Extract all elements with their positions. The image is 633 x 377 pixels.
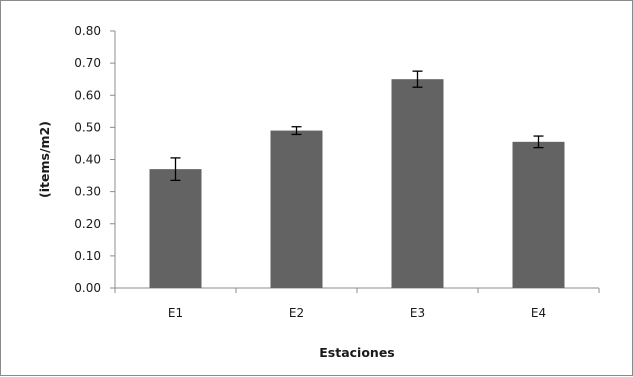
y-tick-label: 0.00 [74, 281, 101, 295]
bar-e2 [270, 130, 323, 288]
y-axis-title: (items/m2) [37, 121, 52, 198]
bars [149, 79, 565, 288]
x-tick-label: E4 [531, 306, 546, 320]
x-axis-title: Estaciones [319, 345, 395, 360]
x-tick-label: E3 [410, 306, 425, 320]
error-bars [170, 70, 544, 182]
y-tick-label: 0.30 [74, 185, 101, 199]
bar-e1 [149, 169, 202, 288]
x-tick-label: E2 [289, 306, 304, 320]
y-axis-ticks: 0.00 0.10 0.20 0.30 0.40 0.50 0.60 0.70 0.80 [74, 24, 115, 295]
y-tick-label: 0.50 [74, 120, 101, 134]
y-tick-label: 0.80 [74, 24, 101, 38]
bar-e4 [512, 141, 565, 288]
y-tick-label: 0.10 [74, 249, 101, 263]
y-tick-label: 0.60 [74, 88, 101, 102]
y-tick-label: 0.20 [74, 217, 101, 231]
x-tick-label: E1 [168, 306, 183, 320]
y-tick-label: 0.40 [74, 153, 101, 167]
x-axis-ticks: E1 E2 E3 E4 [114, 288, 600, 320]
y-tick-label: 0.70 [74, 56, 101, 70]
bar-e3 [391, 79, 444, 288]
